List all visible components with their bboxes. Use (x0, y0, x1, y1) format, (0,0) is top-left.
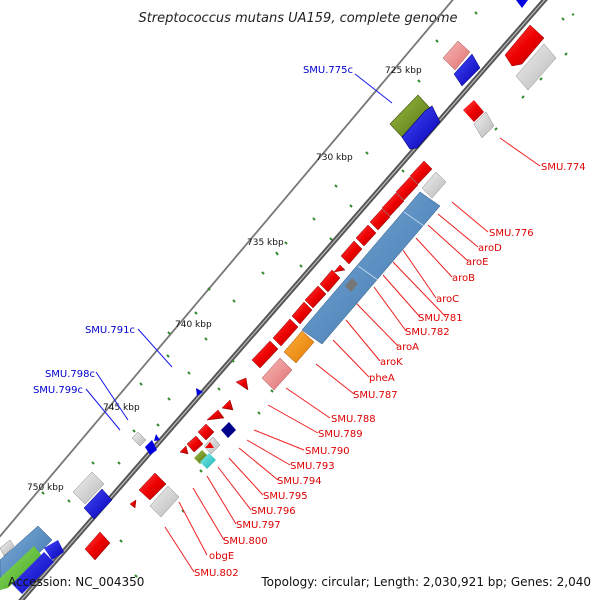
label-phe-a[interactable]: pheA (369, 373, 395, 384)
feature-smu799c-blue[interactable] (145, 434, 160, 455)
label-smu-788[interactable]: SMU.788 (331, 414, 376, 425)
feature-teal[interactable] (200, 453, 216, 469)
kbp-label-750: 750 kbp (27, 483, 64, 493)
label-smu-782[interactable]: SMU.782 (405, 327, 450, 338)
feature-red-cluster[interactable] (205, 442, 214, 448)
label-smu-790[interactable]: SMU.790 (305, 446, 350, 457)
right-labels: SMU.774 SMU.776 aroD aroE aroB aroC SMU.… (194, 162, 586, 579)
label-smu-776[interactable]: SMU.776 (489, 228, 534, 239)
accession-text: Accession: NC_004350 (8, 575, 144, 589)
label-aro-a[interactable]: aroA (396, 342, 419, 353)
label-smu-787[interactable]: SMU.787 (353, 390, 398, 401)
right-label-leaders (164, 137, 541, 573)
feature-green-corner[interactable] (0, 546, 42, 590)
left-labels: SMU.775c SMU.791c SMU.798c SMU.799c (33, 65, 353, 396)
label-smu-774[interactable]: SMU.774 (541, 162, 586, 173)
label-aro-b[interactable]: aroB (452, 273, 475, 284)
kbp-label-740: 740 kbp (175, 320, 212, 330)
label-smu-802[interactable]: SMU.802 (194, 568, 239, 579)
feature-grey-top[interactable] (515, 43, 557, 91)
feature-pink-top[interactable] (442, 40, 471, 71)
feature-pink-mid[interactable] (261, 357, 293, 391)
label-smu-799c[interactable]: SMU.799c (33, 385, 83, 396)
label-smu-781[interactable]: SMU.781 (418, 313, 463, 324)
label-smu-794[interactable]: SMU.794 (277, 476, 322, 487)
feature-smu774-red[interactable] (463, 100, 484, 122)
feature-grey-right[interactable] (421, 171, 447, 199)
map-title: Streptococcus mutans UA159, complete gen… (138, 11, 457, 26)
feature-grey-left[interactable] (72, 471, 105, 505)
label-smu-789[interactable]: SMU.789 (318, 429, 363, 440)
feature-orange[interactable] (283, 330, 315, 364)
kbp-label-745: 745 kbp (103, 403, 140, 413)
forward-cds-track[interactable] (84, 160, 433, 561)
feature-steel-long[interactable] (301, 191, 441, 345)
feature-olive-small[interactable] (194, 450, 208, 464)
feature-grey-small[interactable] (345, 278, 358, 292)
kbp-label-730: 730 kbp (316, 153, 353, 163)
feature-navy-small[interactable] (221, 422, 236, 438)
label-obg-e[interactable]: obgE (209, 551, 234, 562)
label-smu-791c[interactable]: SMU.791c (85, 325, 135, 336)
left-label-leaders (85, 73, 393, 431)
position-ticks (41, 11, 575, 578)
feature-smu774-grey[interactable] (473, 111, 495, 139)
label-aro-e[interactable]: aroE (466, 257, 488, 268)
kbp-label-725: 725 kbp (385, 66, 422, 76)
label-smu-795[interactable]: SMU.795 (263, 491, 308, 502)
feature-blue-top[interactable] (453, 53, 481, 87)
label-smu-798c[interactable]: SMU.798c (45, 369, 95, 380)
feature-smu775c-blue[interactable] (401, 105, 441, 150)
feature-blue-corner[interactable] (12, 540, 64, 594)
feature-blue-left[interactable] (83, 488, 113, 520)
label-aro-k[interactable]: aroK (380, 357, 403, 368)
label-aro-c[interactable]: aroC (436, 294, 459, 305)
feature-grey-corner[interactable] (0, 539, 15, 557)
label-smu-775c[interactable]: SMU.775c (303, 65, 353, 76)
label-aro-d[interactable]: aroD (478, 243, 502, 254)
label-smu-800[interactable]: SMU.800 (223, 536, 268, 547)
feature-smu798c-grey[interactable] (131, 431, 147, 447)
label-smu-797[interactable]: SMU.797 (236, 520, 281, 531)
topology-text: Topology: circular; Length: 2,030,921 bp… (260, 575, 591, 589)
kbp-scale: 725 kbp 730 kbp 735 kbp 740 kbp 745 kbp … (27, 66, 422, 493)
feature-grey-left-lower[interactable] (149, 485, 180, 518)
feature-red-top[interactable] (504, 24, 545, 67)
label-smu-796[interactable]: SMU.796 (251, 506, 296, 517)
feature-blue-top-arrow[interactable] (516, 0, 528, 8)
label-smu-793[interactable]: SMU.793 (290, 461, 335, 472)
kbp-label-735: 735 kbp (247, 238, 284, 248)
feature-smu791c-blue[interactable] (196, 388, 203, 396)
